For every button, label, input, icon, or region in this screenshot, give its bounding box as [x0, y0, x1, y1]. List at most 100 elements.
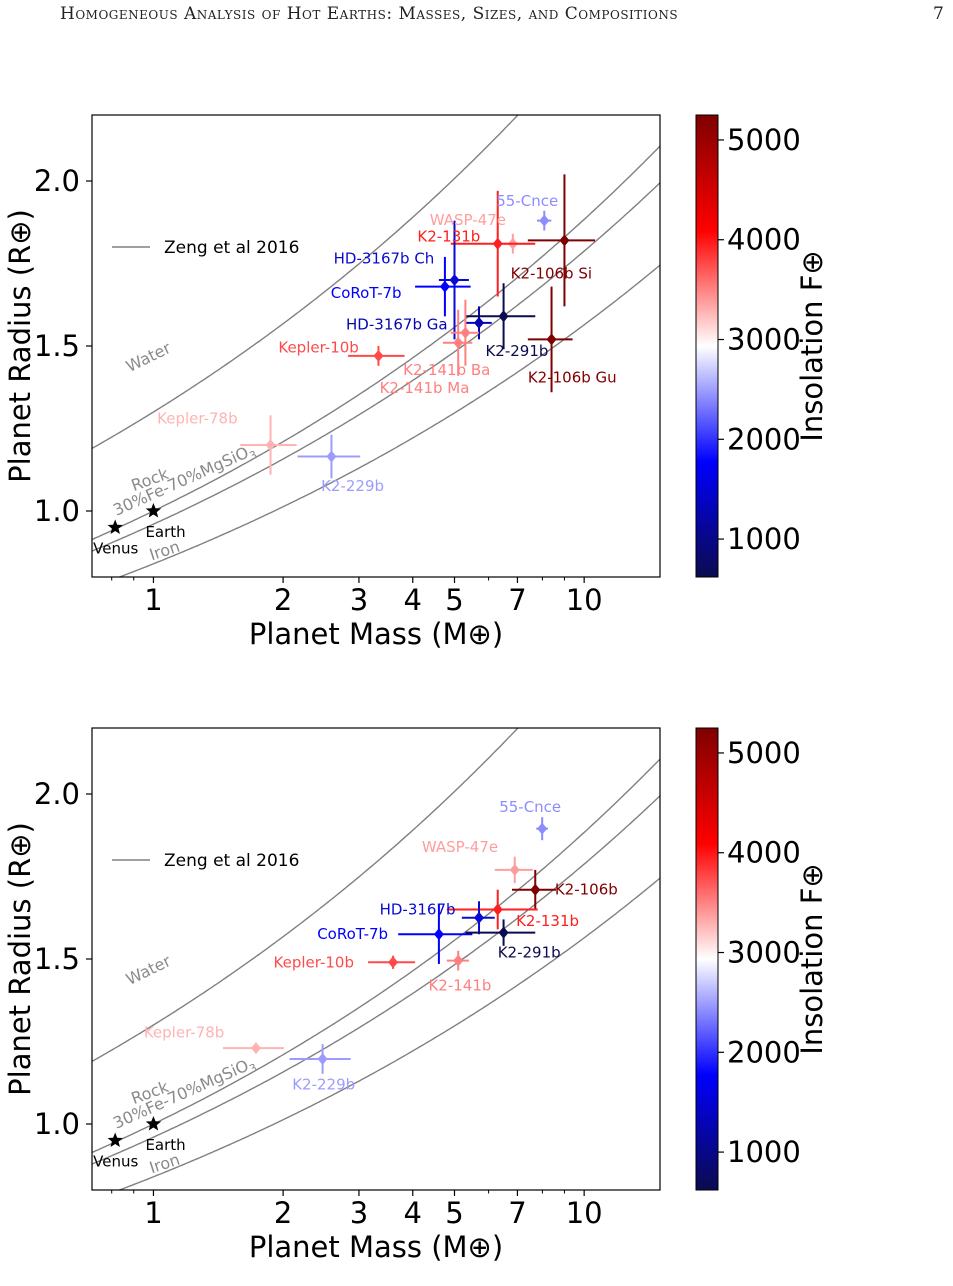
- model-curve-30-fe-70-mgsio3: [92, 795, 660, 1165]
- planet-label: WASP-47e: [430, 211, 506, 229]
- model-curve-iron: [117, 877, 660, 1190]
- x-tick-label: 10: [566, 583, 603, 617]
- data-point: [326, 450, 337, 463]
- planet-label: Kepler-78b: [157, 410, 237, 428]
- x-tick-label: 3: [350, 583, 368, 617]
- star-earth: [145, 503, 162, 518]
- planet-k2-229b: [297, 434, 361, 479]
- data-point: [373, 349, 384, 362]
- label-venus: Venus: [93, 540, 138, 558]
- data-point: [474, 316, 485, 329]
- y-axis-label: Planet Radius (R⊕): [3, 209, 37, 483]
- planet-label: K2-106b: [555, 881, 618, 899]
- planet-label: K2-291b: [498, 943, 561, 961]
- planet-label: CoRoT-7b: [317, 925, 388, 943]
- x-tick-label: 2: [274, 583, 292, 617]
- planet-label: HD-3167b Ch: [334, 250, 435, 268]
- star-venus: [107, 519, 123, 534]
- x-tick-label: 5: [445, 583, 463, 617]
- label-earth: Earth: [145, 1136, 185, 1154]
- y-tick-label: 1.5: [34, 329, 80, 363]
- label-earth: Earth: [145, 523, 185, 541]
- planet-55-cnce: [536, 817, 548, 841]
- planet-k2-131b: [450, 190, 536, 297]
- x-tick-label: 1: [144, 1196, 162, 1230]
- x-tick-label: 1: [144, 583, 162, 617]
- planet-k2-141b-ba: [450, 299, 480, 366]
- colorbar-tick-label: 2000: [727, 1035, 801, 1069]
- planet-corot-7b: [415, 256, 471, 317]
- colorbar-tick-label: 3000: [727, 936, 801, 970]
- data-point: [250, 1042, 261, 1055]
- y-tick-label: 1.5: [34, 942, 80, 976]
- curve-label-water: Water: [123, 338, 174, 376]
- data-point: [317, 1052, 328, 1065]
- planet-label: K2-291b: [485, 342, 548, 360]
- running-title: Homogeneous Analysis of Hot Earths: Mass…: [60, 4, 679, 24]
- planet-label: K2-106b Gu: [528, 368, 617, 386]
- colorbar-tick-label: 3000: [727, 323, 801, 357]
- x-tick-label: 10: [566, 1196, 603, 1230]
- x-axis-label: Planet Mass (M⊕): [249, 617, 503, 650]
- x-tick-label: 7: [508, 1196, 526, 1230]
- y-tick-label: 2.0: [34, 777, 80, 811]
- data-point: [453, 336, 464, 349]
- model-curves: [92, 115, 660, 577]
- planet-k2-106b: [512, 869, 556, 910]
- planet-label: Kepler-10b: [278, 339, 358, 357]
- planet-k2-106b-gu: [527, 286, 573, 393]
- planet-hd-3167b-ch: [438, 220, 469, 340]
- label-venus: Venus: [93, 1153, 138, 1171]
- data-point: [492, 903, 503, 916]
- colorbar-tick-label: 5000: [727, 736, 801, 770]
- model-curve-rock: [92, 758, 660, 1154]
- model-curve-water: [92, 115, 519, 450]
- plot-frame: [91, 114, 661, 578]
- data-point: [530, 883, 541, 896]
- planet-label: Kepler-78b: [144, 1024, 224, 1042]
- star-venus: [107, 1132, 123, 1147]
- planet-label: HD-3167b Ga: [346, 316, 448, 334]
- data-point: [509, 863, 520, 876]
- planet-hd-3167b-ga: [465, 306, 492, 340]
- planet-hd-3167b: [461, 901, 495, 935]
- colorbar: [695, 114, 719, 578]
- planet-label: K2-229b: [321, 477, 384, 495]
- colorbar-tick-label: 4000: [727, 223, 801, 257]
- planet-kepler-10b: [368, 955, 416, 969]
- mass-radius-figure-bottom: Water Rock 30%Fe-70%MgSiO3 Iron Zeng et al 2…: [0, 703, 953, 1263]
- planet-label: K2-229b: [292, 1075, 355, 1093]
- star-earth: [145, 1116, 162, 1131]
- curve-label-water: Water: [123, 951, 174, 989]
- planet-label: K2-141b: [428, 976, 491, 994]
- y-tick-label: 1.0: [34, 1107, 80, 1141]
- planet-label: CoRoT-7b: [331, 284, 402, 302]
- x-tick-label: 4: [404, 1196, 422, 1230]
- x-tick-label: 3: [350, 1196, 368, 1230]
- planet-label: 55-Cnce: [496, 192, 558, 210]
- data-point: [439, 280, 450, 293]
- plot-frame: [91, 727, 661, 1191]
- colorbar-tick-label: 1000: [727, 1135, 801, 1169]
- colorbar-tick-label: 5000: [727, 123, 801, 157]
- page-number: 7: [933, 4, 944, 24]
- y-tick-label: 2.0: [34, 164, 80, 198]
- x-tick-label: 7: [508, 583, 526, 617]
- planet-55-cnce: [536, 210, 552, 231]
- data-point: [388, 956, 399, 969]
- planet-k2-291b: [465, 283, 536, 350]
- planet-k2-106b-si: [527, 174, 596, 307]
- planet-k2-229b: [289, 1044, 351, 1074]
- y-tick-label: 1.0: [34, 494, 80, 528]
- planet-label: K2-141b Ba: [403, 361, 490, 379]
- data-point: [449, 274, 460, 286]
- planet-k2-141b: [446, 950, 469, 971]
- colorbar: [695, 727, 719, 1191]
- planet-k2-131b: [446, 889, 538, 930]
- colorbar-label: Insolation F⊕: [795, 250, 829, 441]
- x-tick-label: 4: [404, 583, 422, 617]
- colorbar-tick-label: 4000: [727, 836, 801, 870]
- planet-label: K2-141b Ma: [380, 379, 470, 397]
